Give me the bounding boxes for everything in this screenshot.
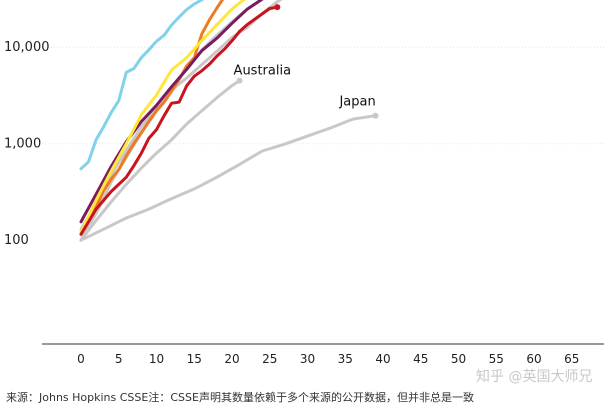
series-label-australia: Australia: [234, 64, 292, 79]
x-tick-label: 60: [526, 352, 541, 366]
series-line-uk: [79, 5, 279, 236]
series-line-japan: [79, 114, 377, 242]
series-line-germany: [79, 0, 264, 231]
x-tick-label: 10: [149, 352, 164, 366]
x-tick-label: 55: [489, 352, 504, 366]
x-tick-label: 65: [564, 352, 579, 366]
x-tick-label: 25: [262, 352, 277, 366]
series-line-australia: [79, 79, 241, 242]
series-labels: GermanyFranceAustraliaJapanChinaUSItalyS…: [234, 0, 376, 110]
x-tick-label: 35: [338, 352, 353, 366]
series-lines: [79, 0, 379, 242]
series-line-france: [79, 0, 283, 242]
x-tick-label: 45: [413, 352, 428, 366]
series-endpoint-australia: [236, 77, 243, 84]
series-line-china: [79, 0, 205, 171]
y-tick-label: 100: [4, 233, 29, 248]
x-axis: 0 5 10 15 20 25 30 35 40 45 50 55 60 65: [42, 343, 604, 366]
y-tick-label: 10,000: [4, 40, 50, 55]
watermark: 知乎 @英国大师兄: [476, 369, 593, 385]
series-endpoint-uk: [274, 4, 281, 11]
x-tick-label: 30: [300, 352, 315, 366]
x-tick-label: 5: [115, 352, 123, 366]
series-label-uk: UK: [258, 0, 277, 1]
series-line-spain: [79, 0, 246, 235]
x-tick-label: 0: [77, 352, 85, 366]
y-tick-label: 1,000: [4, 137, 41, 152]
x-tick-label: 15: [187, 352, 202, 366]
series-endpoint-japan: [372, 112, 379, 119]
x-tick-label: 50: [451, 352, 466, 366]
series-label-japan: Japan: [338, 95, 375, 110]
x-tick-label: 20: [224, 352, 239, 366]
x-tick-label: 40: [375, 352, 390, 366]
series-line-us: [79, 0, 225, 235]
source-note: 来源：Johns Hopkins CSSE注：CSSE声明其数量依赖于多个来源的…: [6, 391, 474, 404]
